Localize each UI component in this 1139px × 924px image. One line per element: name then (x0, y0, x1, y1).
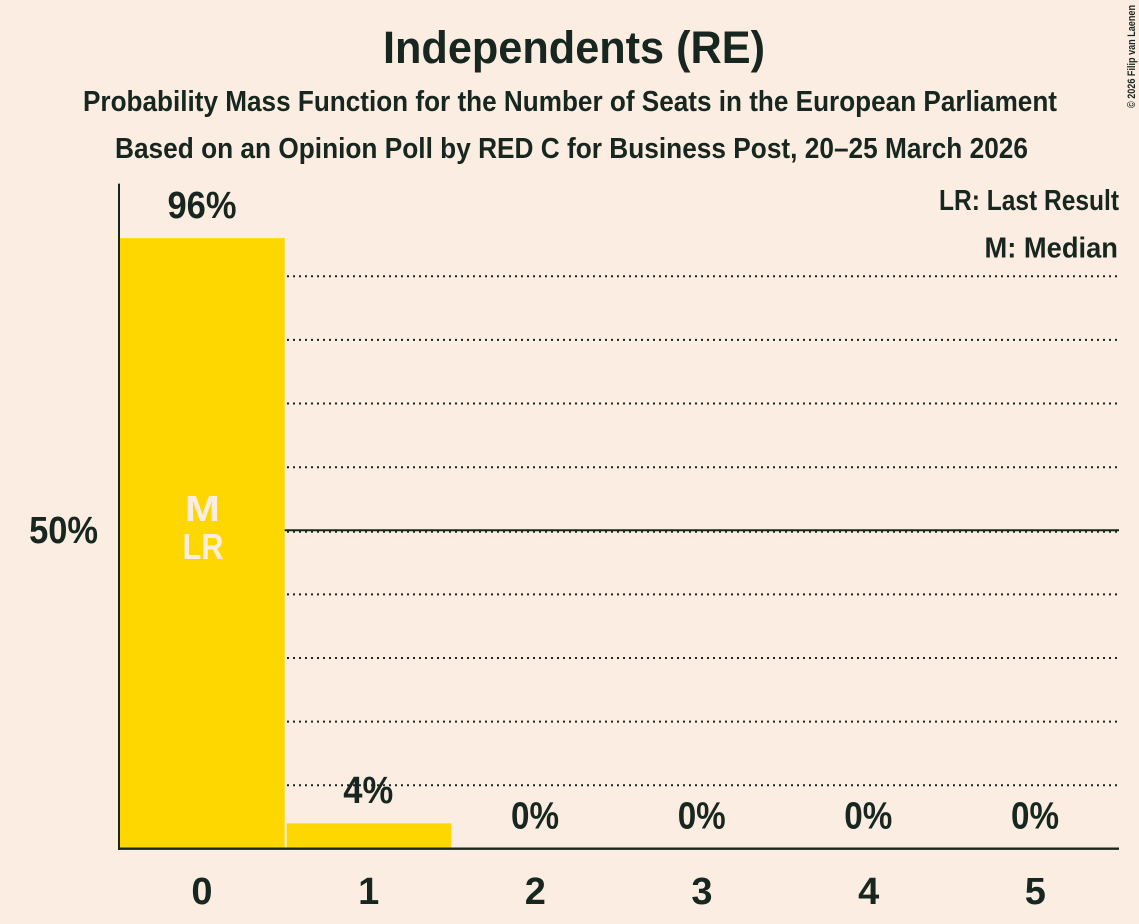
svg-text:4%: 4% (343, 770, 393, 812)
svg-text:96%: 96% (168, 185, 237, 227)
svg-text:0%: 0% (511, 796, 559, 838)
svg-text:0%: 0% (844, 796, 892, 838)
svg-text:1: 1 (358, 871, 379, 913)
svg-text:Based on an Opinion Poll by RE: Based on an Opinion Poll by RED C for Bu… (115, 133, 1028, 165)
svg-text:LR: LR (183, 526, 224, 567)
svg-text:© 2026 Filip van Laenen: © 2026 Filip van Laenen (1126, 5, 1138, 108)
svg-text:0%: 0% (1011, 796, 1059, 838)
svg-text:2: 2 (525, 871, 546, 913)
svg-text:Probability Mass Function for: Probability Mass Function for the Number… (83, 86, 1057, 118)
svg-text:50%: 50% (29, 510, 98, 552)
svg-text:3: 3 (691, 871, 712, 913)
svg-text:4: 4 (858, 871, 879, 913)
svg-text:5: 5 (1025, 871, 1046, 913)
svg-text:0: 0 (191, 871, 212, 913)
svg-text:Independents (RE): Independents (RE) (383, 22, 765, 73)
svg-text:0%: 0% (678, 796, 726, 838)
svg-text:M: M (185, 488, 220, 529)
svg-text:M: Median: M: Median (985, 232, 1119, 264)
svg-text:LR: Last Result: LR: Last Result (939, 185, 1119, 217)
